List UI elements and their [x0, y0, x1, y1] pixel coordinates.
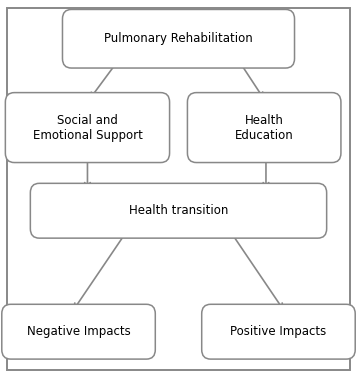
FancyBboxPatch shape [202, 304, 355, 359]
FancyBboxPatch shape [7, 8, 350, 370]
FancyBboxPatch shape [62, 9, 295, 68]
Text: Pulmonary Rehabilitation: Pulmonary Rehabilitation [104, 32, 253, 45]
FancyBboxPatch shape [2, 304, 155, 359]
Text: Positive Impacts: Positive Impacts [230, 325, 327, 338]
Text: Health transition: Health transition [129, 204, 228, 217]
Text: Negative Impacts: Negative Impacts [27, 325, 130, 338]
FancyBboxPatch shape [5, 93, 170, 163]
Text: Social and
Emotional Support: Social and Emotional Support [32, 113, 142, 142]
Text: Health
Education: Health Education [235, 113, 293, 142]
FancyBboxPatch shape [30, 183, 327, 238]
FancyBboxPatch shape [187, 93, 341, 163]
